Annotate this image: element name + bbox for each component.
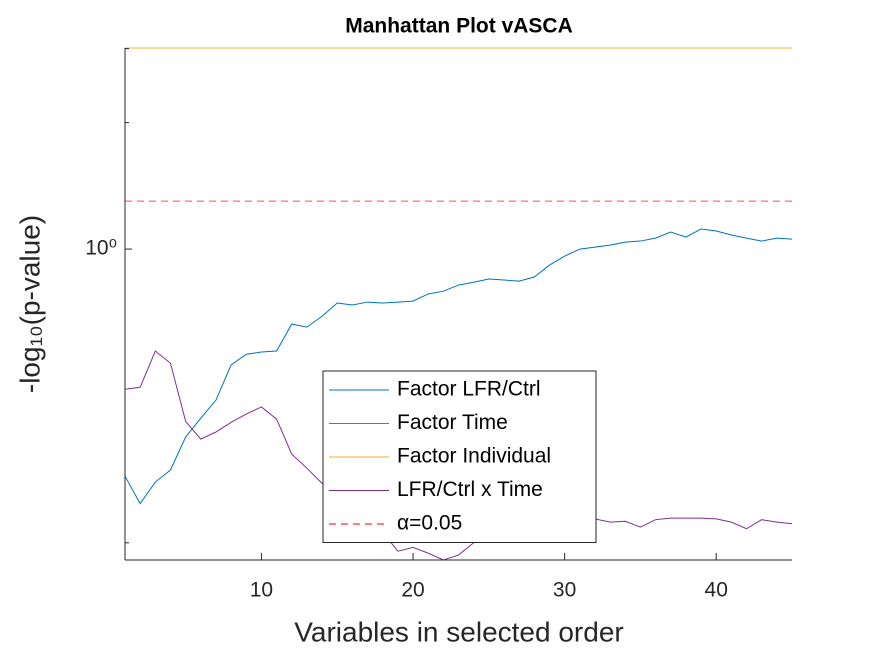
legend-label: Factor Individual (397, 445, 551, 468)
legend-label: Factor LFR/Ctrl (397, 378, 541, 401)
legend-label: Factor Time (397, 411, 508, 434)
chart-title: Manhattan Plot vASCA (345, 15, 573, 38)
series-line (125, 228, 793, 505)
series-line (125, 350, 793, 561)
legend-label: α=0.05 (397, 512, 462, 535)
y-tick-label: 10⁰ (85, 237, 117, 260)
plot-area (125, 47, 793, 561)
legend: Factor LFR/Ctrl Factor Time Factor Individ… (322, 370, 597, 543)
x-tick-label: 20 (401, 579, 424, 602)
legend-label: LFR/Ctrl x Time (397, 478, 543, 501)
y-axis-label: -log₁₀(p-value) (14, 215, 45, 393)
x-axis-label: Variables in selected order (294, 616, 623, 647)
axes: 10 20 30 40 10⁰ (85, 48, 792, 602)
x-tick-label: 40 (705, 579, 728, 602)
x-tick-label: 30 (553, 579, 576, 602)
x-tick-label: 10 (250, 579, 273, 602)
